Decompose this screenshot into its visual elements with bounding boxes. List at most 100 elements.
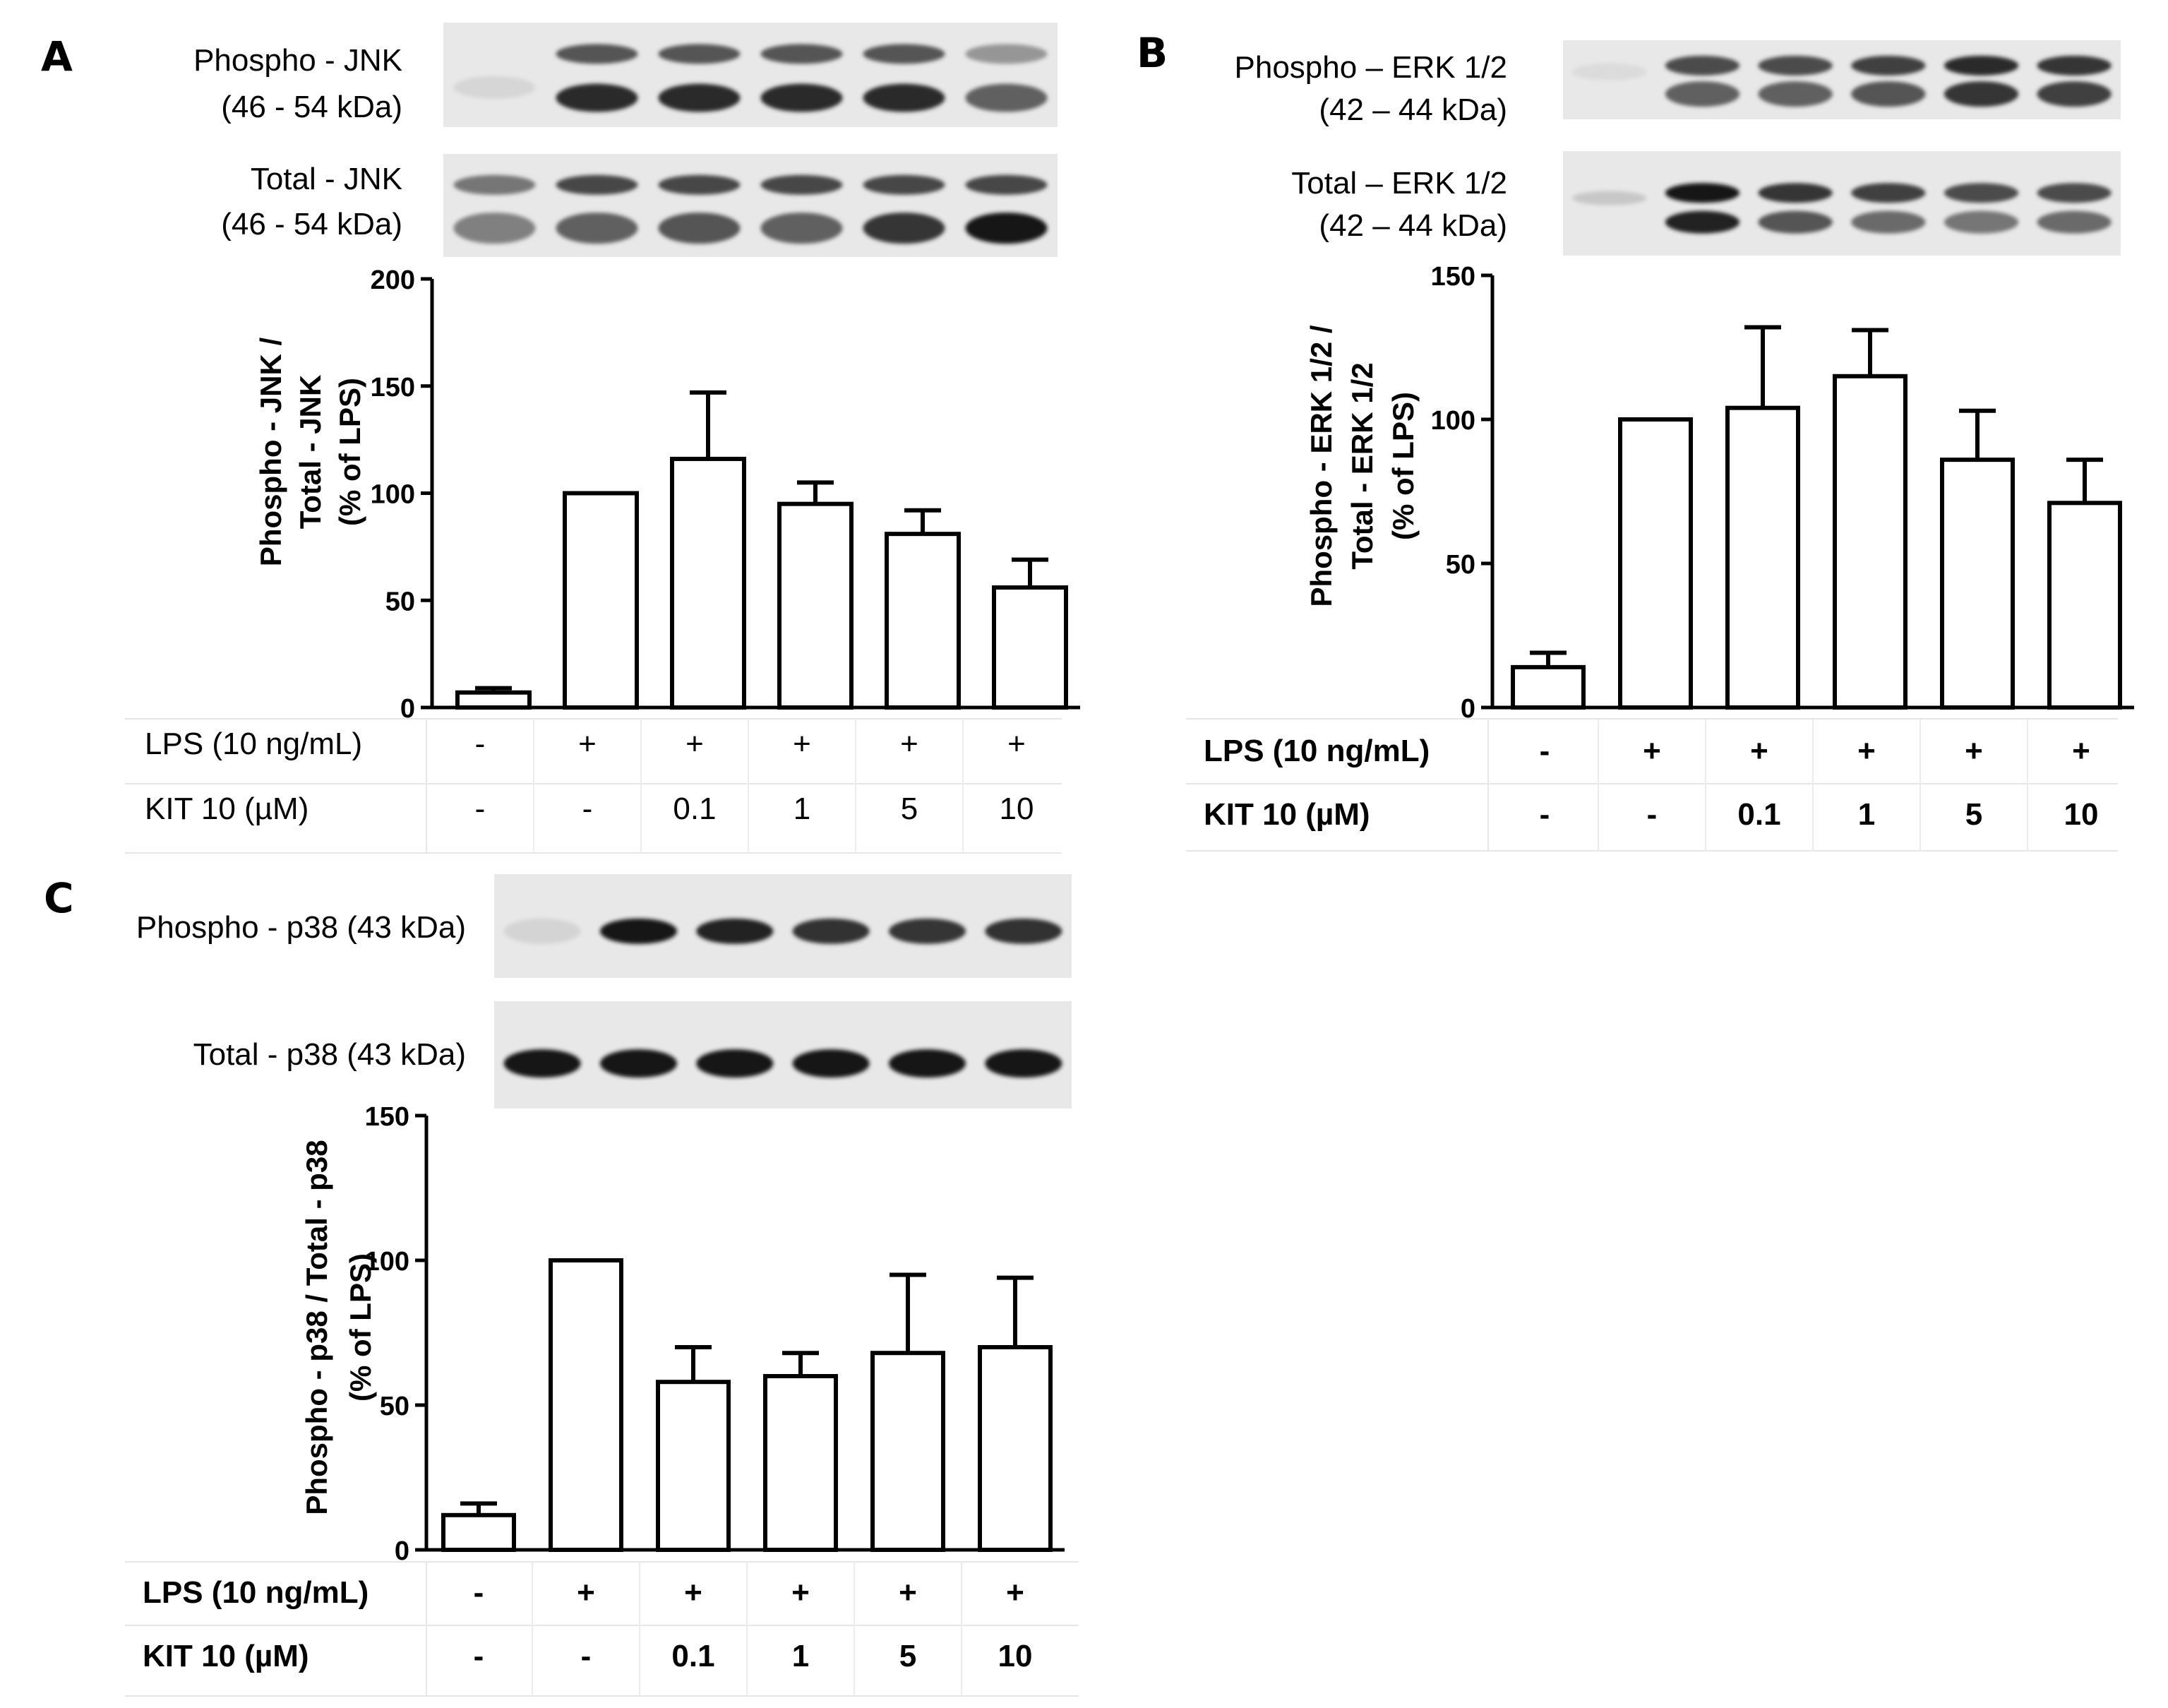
blot-band [965, 174, 1048, 195]
condition-value: 0.1 [671, 1639, 714, 1673]
blot-band [863, 213, 945, 244]
blot-band [1851, 55, 1926, 76]
condition-value: + [1007, 727, 1026, 761]
panel-b: B Phospho – ERK 1/2(42 – 44 kDa)Total – E… [1137, 29, 2134, 852]
condition-value: 5 [899, 1639, 916, 1673]
blot-band [599, 1049, 678, 1078]
y-axis: 0 50 100 150 200 [371, 265, 1080, 724]
y-tick-label: 150 [365, 1102, 409, 1132]
bar [1725, 405, 1800, 710]
condition-value: + [684, 1575, 702, 1610]
condition-value: + [1965, 734, 1983, 768]
blot-band [2037, 81, 2112, 107]
blot-band [2037, 183, 2112, 203]
y-tick-label: 200 [371, 265, 415, 295]
condition-value: - [474, 1639, 484, 1673]
condition-value: 1 [1858, 797, 1875, 832]
y-axis-label: Phospho - JNK / Total - JNK (% of LPS) [254, 338, 366, 567]
blot-band [1944, 210, 2019, 234]
condition-row: LPS (10 ng/mL) - + + + + + [143, 1575, 1024, 1610]
y-axis-label-line: (% of LPS) [1387, 392, 1420, 540]
blot-band [760, 44, 843, 64]
blot-band [985, 918, 1062, 944]
condition-value: - [1540, 797, 1550, 832]
blot-band [1665, 81, 1740, 107]
panel-a: A Phospho - JNK (46 - 54 kDa) Total - JNK (4… [41, 23, 1080, 854]
blot-band [965, 83, 1048, 112]
blot-label: (46 - 54 kDa) [221, 207, 402, 241]
y-axis-label-line: Phospho - JNK / [254, 338, 287, 567]
blot-band [556, 83, 638, 112]
condition-value: - [475, 792, 486, 826]
condition-value: 10 [998, 1639, 1033, 1673]
blot-band [1572, 191, 1647, 205]
y-axis-label-line: Phospho - ERK 1/2 / [1305, 325, 1338, 607]
bar [455, 690, 532, 710]
blot-band [599, 918, 678, 944]
panel-letter: A [41, 32, 73, 80]
condition-value: 0.1 [673, 792, 716, 826]
condition-value: + [1643, 734, 1661, 768]
blot-band [2037, 55, 2112, 76]
bar [441, 1512, 516, 1553]
y-tick-label: 100 [371, 480, 415, 510]
condition-row: LPS (10 ng/mL) - + + + + + [145, 727, 1026, 761]
condition-value: + [900, 727, 918, 761]
condition-value: 10 [2064, 797, 2099, 832]
blot-label: Phospho - JNK [193, 43, 402, 78]
blot-band [965, 213, 1048, 244]
blot-band [760, 174, 843, 195]
condition-value: 10 [1000, 792, 1034, 826]
blot-band [1944, 55, 2019, 76]
blot-band [453, 174, 536, 195]
panel-c: C Phospho - p38 (43 kDa) Total - p38 (43 k… [44, 874, 1079, 1697]
condition-label: LPS (10 ng/mL) [143, 1575, 369, 1610]
bar [870, 1351, 945, 1552]
blot-band [1665, 55, 1740, 76]
bar [1511, 664, 1586, 710]
y-tick-label: 0 [1461, 694, 1475, 724]
condition-label: KIT 10 (µM) [1204, 797, 1370, 832]
y-tick-label: 100 [365, 1247, 409, 1277]
blot-image [443, 154, 1058, 257]
condition-value: - [475, 727, 486, 761]
bar [656, 1380, 731, 1552]
blot-label: Phospho - p38 (43 kDa) [136, 910, 466, 945]
condition-value: 1 [793, 792, 810, 826]
blot-band [888, 918, 966, 944]
condition-row: KIT 10 (µM) - - 0.1 1 5 10 [143, 1639, 1032, 1673]
bar [549, 1258, 623, 1552]
blot-label: Phospho – ERK 1/2 [1235, 50, 1507, 85]
blot-band [1758, 81, 1833, 107]
y-tick-label: 50 [1446, 550, 1475, 580]
blot-band [760, 83, 843, 112]
y-axis-label-line: Phospho - p38 / Total - p38 [300, 1140, 333, 1515]
blot-band [503, 1049, 581, 1078]
condition-label: KIT 10 (µM) [145, 792, 309, 826]
bar [563, 491, 639, 710]
blot-band [453, 213, 536, 244]
bar [763, 1374, 838, 1552]
blot-label: Total - p38 (43 kDa) [193, 1037, 466, 1072]
condition-value: + [1006, 1575, 1024, 1610]
blot-band [556, 44, 638, 64]
condition-value: + [2072, 734, 2090, 768]
y-axis-label: Phospho - p38 / Total - p38 (% of LPS) [300, 1140, 377, 1515]
blot-label: Total - JNK [251, 162, 402, 196]
blot-label: (46 - 54 kDa) [221, 90, 402, 124]
condition-value: - [1647, 797, 1658, 832]
blot-band [658, 174, 741, 195]
condition-value: 5 [901, 792, 918, 826]
y-axis-label-line: (% of LPS) [344, 1253, 377, 1402]
blot-band [863, 83, 945, 112]
condition-value: + [793, 727, 811, 761]
y-axis: 0 50 100 150 [365, 1102, 1065, 1566]
blot-band [792, 918, 870, 944]
condition-value: + [1750, 734, 1768, 768]
condition-label: KIT 10 (µM) [143, 1639, 309, 1673]
blot-band [1851, 210, 1926, 234]
bar [1618, 417, 1693, 710]
y-axis: 0 50 100 150 [1431, 262, 2134, 724]
blot-band [696, 1049, 774, 1078]
blot-band [1758, 55, 1833, 76]
